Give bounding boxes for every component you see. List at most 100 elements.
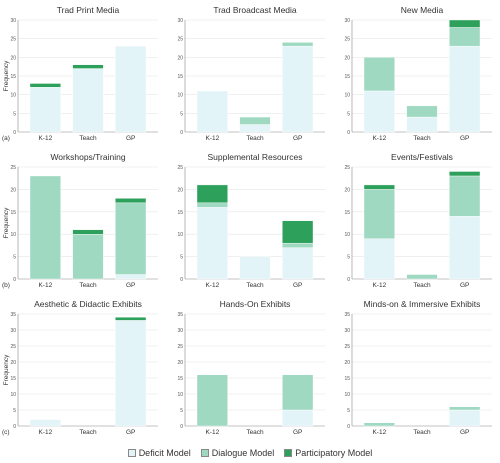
y-tick-label: 20: [10, 55, 16, 61]
y-tick-label: 25: [344, 37, 350, 43]
bar-dialogue: [406, 274, 438, 280]
y-tick-label: 25: [10, 165, 16, 171]
y-tick-label: 20: [177, 55, 183, 61]
bar-deficit: [29, 419, 61, 427]
panel-1: Trad Print Media 0 5 10 15 20 25 30 K-12 Teach GP (…: [2, 5, 158, 142]
y-axis-label: Frequency: [3, 60, 10, 91]
panel-title: Supplemental Resources: [208, 152, 303, 162]
x-tick-label: K-12: [38, 429, 52, 436]
bar-dialogue: [282, 374, 314, 411]
x-tick-label: K-12: [372, 282, 386, 289]
panel-title: Hands-On Exhibits: [220, 299, 291, 309]
bar-deficit: [72, 68, 104, 133]
y-axis-label: Frequency: [3, 354, 10, 385]
legend-label-deficit: Deficit Model: [138, 448, 191, 458]
panel-8: Hands-On Exhibits 0 5 10 15 20 25 30 35 K-12 Teach…: [177, 299, 325, 436]
bar-dialogue: [449, 175, 481, 217]
bar-deficit: [115, 45, 147, 133]
y-tick-label: 5: [13, 255, 16, 261]
x-tick-label: GP: [460, 135, 469, 142]
bar-dialogue: [406, 105, 438, 118]
bar-participatory: [72, 64, 104, 69]
legend-swatch-dialogue: [200, 449, 209, 457]
x-tick-label: GP: [293, 429, 302, 436]
bar-dialogue: [363, 57, 395, 92]
x-tick-label: K-12: [205, 429, 219, 436]
y-tick-label: 0: [13, 424, 16, 430]
y-tick-label: 0: [180, 130, 183, 136]
y-tick-label: 30: [177, 18, 183, 24]
y-tick-label: 20: [344, 55, 350, 61]
y-tick-label: 15: [177, 210, 183, 216]
y-tick-label: 0: [180, 424, 183, 430]
bar-deficit: [239, 256, 271, 280]
y-tick-label: 30: [177, 328, 183, 334]
bar-deficit: [449, 45, 481, 133]
y-tick-label: 0: [180, 277, 183, 283]
bar-deficit: [406, 116, 438, 133]
bar-deficit: [282, 247, 314, 280]
y-tick-label: 10: [177, 232, 183, 238]
y-tick-label: 35: [177, 312, 183, 318]
y-tick-label: 20: [344, 360, 350, 366]
bar-dialogue: [115, 202, 147, 275]
bar-deficit: [363, 238, 395, 280]
bar-deficit: [239, 124, 271, 133]
panel-title: Trad Broadcast Media: [213, 5, 297, 15]
legend-swatch-participatory: [284, 449, 293, 457]
y-tick-label: 10: [344, 93, 350, 99]
y-tick-label: 0: [13, 277, 16, 283]
y-tick-label: 15: [177, 74, 183, 80]
legend: Deficit Model Dialogue Model Participato…: [0, 445, 500, 461]
panel-title: Aesthetic & Didactic Exhibits: [34, 299, 142, 309]
bar-deficit: [115, 274, 147, 280]
panel-title: Workshops/Training: [50, 152, 125, 162]
y-tick-label: 0: [347, 277, 350, 283]
y-axis-label: Frequency: [3, 207, 10, 238]
y-tick-label: 0: [347, 424, 350, 430]
y-tick-label: 30: [10, 328, 16, 334]
small-multiples-figure: Trad Print Media 0 5 10 15 20 25 30 K-12 Teach GP (…: [2, 5, 492, 436]
bar-deficit: [363, 90, 395, 133]
bar-participatory: [72, 229, 104, 235]
x-tick-label: GP: [293, 282, 302, 289]
y-tick-label: 0: [347, 130, 350, 136]
bar-deficit: [282, 409, 314, 427]
bar-deficit: [282, 45, 314, 133]
x-tick-label: GP: [126, 282, 135, 289]
y-tick-label: 15: [344, 74, 350, 80]
bar-participatory: [196, 184, 228, 204]
y-tick-label: 15: [344, 376, 350, 382]
bar-deficit: [449, 216, 481, 280]
x-tick-label: Teach: [79, 282, 97, 289]
y-tick-label: 15: [177, 376, 183, 382]
y-tick-label: 5: [180, 408, 183, 414]
bar-dialogue: [239, 116, 271, 125]
y-tick-label: 20: [177, 360, 183, 366]
panel-title: Events/Festivals: [391, 152, 453, 162]
y-tick-label: 25: [10, 344, 16, 350]
y-tick-label: 25: [177, 344, 183, 350]
x-tick-label: Teach: [413, 282, 431, 289]
bar-participatory: [115, 198, 147, 204]
y-tick-label: 30: [344, 18, 350, 24]
y-tick-label: 30: [344, 328, 350, 334]
bar-dialogue: [29, 175, 61, 280]
legend-item-dialogue: Dialogue Model: [200, 448, 274, 458]
x-tick-label: K-12: [372, 429, 386, 436]
y-tick-label: 10: [10, 392, 16, 398]
y-tick-label: 5: [13, 408, 16, 414]
x-tick-label: GP: [293, 135, 302, 142]
legend-label-participatory: Participatory Model: [295, 448, 373, 458]
x-tick-label: Teach: [246, 135, 264, 142]
x-tick-label: Teach: [246, 282, 264, 289]
y-tick-label: 20: [10, 187, 16, 193]
y-tick-label: 25: [344, 344, 350, 350]
x-tick-label: GP: [126, 429, 135, 436]
y-tick-label: 5: [180, 255, 183, 261]
row-label: (c): [2, 429, 10, 436]
bar-dialogue: [282, 42, 314, 47]
x-tick-label: GP: [460, 429, 469, 436]
y-tick-label: 25: [344, 165, 350, 171]
x-tick-label: K-12: [205, 135, 219, 142]
